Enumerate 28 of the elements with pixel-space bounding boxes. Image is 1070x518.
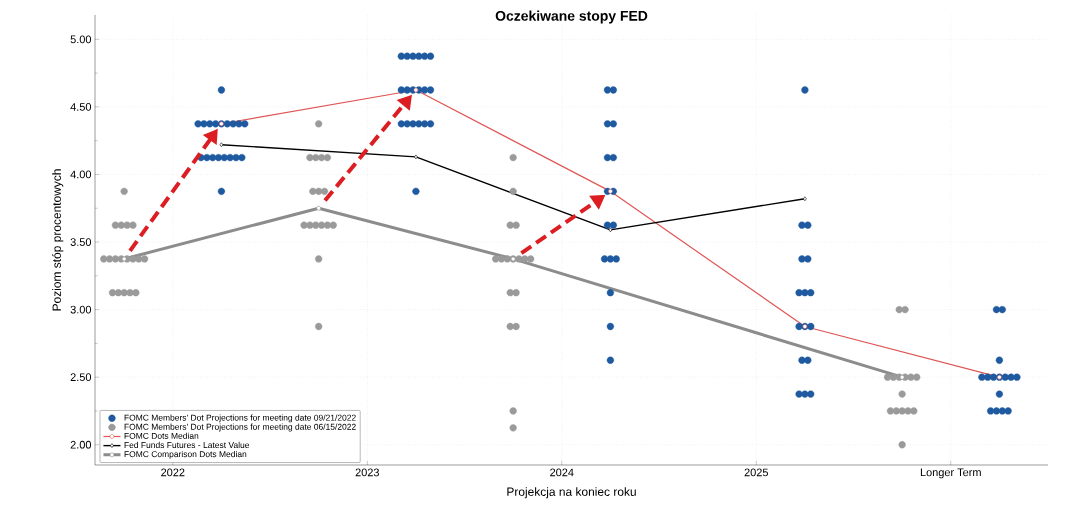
x-tick-label: Longer Term (920, 468, 981, 479)
point (608, 227, 613, 233)
y-tick-label: 2.50 (70, 373, 92, 382)
legend-label: FOMC Comparison Dots Median (124, 450, 247, 459)
x-tick-label: 2022 (161, 468, 185, 477)
x-tick-label: 2025 (744, 468, 768, 477)
y-tick-label: 3.00 (70, 305, 92, 314)
x-tick-label: 2023 (355, 468, 379, 477)
point (316, 205, 321, 211)
y-tick-label: 4.00 (70, 170, 92, 179)
y-axis-title: Poziom stóp procentowych (52, 169, 64, 311)
x-tick-label: 2024 (550, 468, 574, 477)
point (121, 256, 127, 262)
legend-label: Fed Funds Futures - Latest Value (124, 441, 250, 449)
legend-label: FOMC Members' Dot Projections for meeting date 06/15/2022 (124, 423, 356, 432)
y-tick-label: 4.50 (70, 103, 92, 111)
y-tick-label: 3.50 (70, 238, 92, 246)
point (414, 154, 418, 160)
point (899, 374, 905, 380)
legend-label: FOMC Dots Median (124, 432, 199, 439)
y-tick-label: 5.00 (70, 35, 92, 44)
point (219, 142, 224, 148)
point (413, 87, 419, 93)
chart-title: Oczekiwane stopy FED (495, 10, 648, 24)
x-axis-title: Projekcja na koniec roku (507, 487, 636, 499)
point (803, 196, 807, 202)
y-tick-label: 2.00 (70, 440, 92, 449)
legend-label: FOMC Members' Dot Projections for meeting date 09/21/2022 (124, 414, 356, 423)
